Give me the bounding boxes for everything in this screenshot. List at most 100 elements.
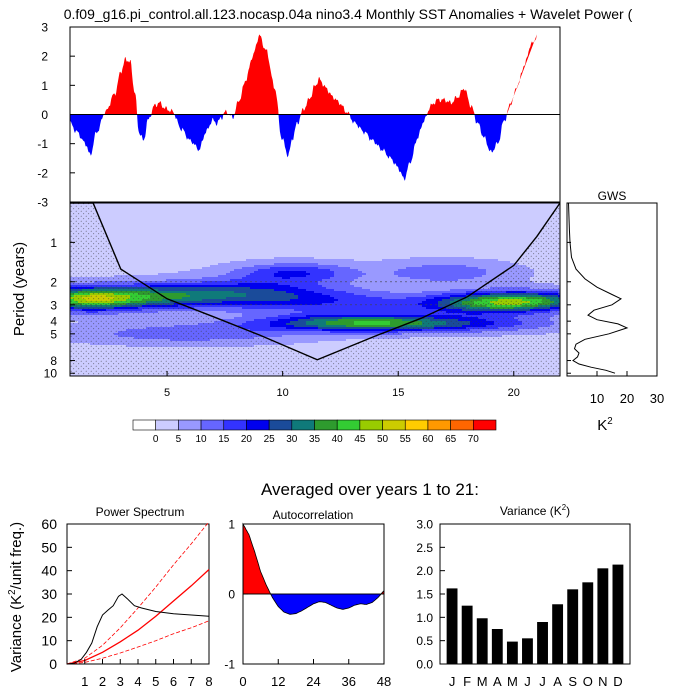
- wavelet-cell: [178, 255, 183, 258]
- wavelet-cell: [246, 287, 251, 290]
- wavelet-cell: [154, 203, 159, 206]
- wavelet-cell: [106, 233, 111, 236]
- wavelet-cell: [294, 295, 299, 298]
- wavelet-cell: [182, 299, 187, 302]
- wavelet-cell: [266, 305, 271, 308]
- wavelet-cell: [114, 231, 119, 234]
- wavelet-cell: [158, 235, 163, 238]
- wavelet-cell: [186, 251, 191, 254]
- wavelet-cell: [226, 245, 231, 248]
- wavelet-cell: [266, 241, 271, 244]
- wavelet-cell: [126, 205, 131, 208]
- wavelet-cell: [258, 265, 263, 268]
- wavelet-cell: [194, 303, 199, 306]
- wavelet-cell: [278, 243, 283, 246]
- wavelet-cell: [274, 265, 279, 268]
- wavelet-cell: [114, 207, 119, 210]
- wavelet-cell: [210, 305, 215, 308]
- wavelet-cell: [194, 257, 199, 260]
- wavelet-cell: [210, 311, 215, 314]
- wavelet-cell: [106, 205, 111, 208]
- wavelet-cell: [202, 297, 207, 300]
- wavelet-cell: [294, 209, 299, 212]
- wavelet-cell: [218, 267, 223, 270]
- wavelet-cell: [206, 303, 211, 306]
- wavelet-cell: [174, 213, 179, 216]
- wavelet-cell: [202, 289, 207, 292]
- wavelet-cell: [194, 287, 199, 290]
- wavelet-cell: [182, 265, 187, 268]
- sst-negative-area: [70, 114, 105, 156]
- wavelet-cell: [274, 273, 279, 276]
- wavelet-cell: [142, 249, 147, 252]
- wavelet-cell: [238, 277, 243, 280]
- wavelet-cell: [258, 253, 263, 256]
- wavelet-cell: [294, 313, 299, 316]
- wavelet-cell: [198, 293, 203, 296]
- wavelet-cell: [190, 263, 195, 266]
- wavelet-cell: [206, 305, 211, 308]
- wavelet-cell: [230, 215, 235, 218]
- wavelet-cell: [166, 229, 171, 232]
- wavelet-cell: [178, 265, 183, 268]
- wavelet-cell: [202, 267, 207, 270]
- wavelet-cell: [218, 297, 223, 300]
- wavelet-cell: [178, 221, 183, 224]
- wavelet-cell: [242, 241, 247, 244]
- wavelet-cell: [218, 307, 223, 310]
- wavelet-cell: [142, 221, 147, 224]
- wavelet-cell: [102, 221, 107, 224]
- wavelet-cell: [294, 233, 299, 236]
- wavelet-cell: [226, 215, 231, 218]
- wavelet-cell: [166, 235, 171, 238]
- wavelet-cell: [158, 247, 163, 250]
- wavelet-cell: [114, 239, 119, 242]
- wavelet-cell: [214, 227, 219, 230]
- wavelet-cell: [202, 279, 207, 282]
- wavelet-cell: [158, 291, 163, 294]
- wavelet-cell: [282, 225, 287, 228]
- wavelet-cell: [226, 239, 231, 242]
- wavelet-cell: [198, 301, 203, 304]
- wavelet-cell: [130, 257, 135, 260]
- wavelet-cell: [238, 239, 243, 242]
- wavelet-cell: [218, 269, 223, 272]
- wavelet-cell: [282, 219, 287, 222]
- wavelet-cell: [102, 209, 107, 212]
- wavelet-cell: [174, 265, 179, 268]
- wavelet-cell: [118, 249, 123, 252]
- wavelet-cell: [206, 203, 211, 206]
- wavelet-cell: [266, 295, 271, 298]
- wavelet-cell: [214, 225, 219, 228]
- wavelet-cell: [138, 207, 143, 210]
- wavelet-cell: [174, 261, 179, 264]
- wavelet-cell: [278, 321, 283, 324]
- wavelet-cell: [210, 221, 215, 224]
- wavelet-cell: [246, 273, 251, 276]
- wavelet-cell: [162, 277, 167, 280]
- wavelet-cell: [254, 263, 259, 266]
- wavelet-cell: [194, 225, 199, 228]
- wavelet-cell: [274, 331, 279, 334]
- wavelet-cell: [238, 221, 243, 224]
- wavelet-cell: [138, 247, 143, 250]
- wavelet-cell: [270, 329, 275, 332]
- wavelet-cell: [210, 287, 215, 290]
- wavelet-cell: [186, 203, 191, 206]
- wavelet-cell: [262, 301, 267, 304]
- wavelet-cell: [246, 275, 251, 278]
- wavelet-cell: [254, 251, 259, 254]
- wavelet-cell: [234, 279, 239, 282]
- wavelet-cell: [170, 253, 175, 256]
- wavelet-cell: [262, 287, 267, 290]
- wavelet-cell: [210, 213, 215, 216]
- wavelet-cell: [174, 241, 179, 244]
- wavelet-cell: [178, 259, 183, 262]
- wavelet-cell: [294, 229, 299, 232]
- wavelet-cell: [290, 315, 295, 318]
- wavelet-cell: [182, 289, 187, 292]
- wavelet-cell: [246, 245, 251, 248]
- wavelet-cell: [278, 215, 283, 218]
- wavelet-cell: [238, 283, 243, 286]
- wavelet-cell: [250, 329, 255, 332]
